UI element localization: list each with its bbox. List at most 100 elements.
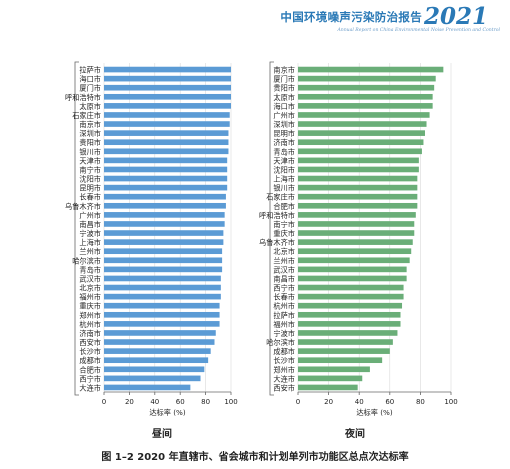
night-bar <box>298 321 401 327</box>
day-category-label: 北京市 <box>79 284 101 293</box>
night-category-label: 南昌市 <box>273 274 295 283</box>
night-bar <box>298 75 436 82</box>
report-header-year: 2021 <box>424 3 489 30</box>
day-category-label: 武汉市 <box>79 274 101 283</box>
night-category-bracket <box>269 61 274 396</box>
day-category-label: 青岛市 <box>79 265 101 274</box>
night-bar <box>298 375 363 382</box>
day-bar <box>104 148 229 155</box>
day-bar <box>104 275 221 282</box>
day-bar <box>104 330 216 336</box>
night-bar <box>298 166 419 173</box>
day-category-label: 郑州市 <box>79 311 101 320</box>
day-x-tick-label: 20 <box>125 398 134 406</box>
night-bar <box>298 221 415 227</box>
night-category-label: 银川市 <box>273 184 295 193</box>
day-bar <box>104 248 223 255</box>
night-category-label: 上海市 <box>273 175 295 184</box>
day-bar <box>104 321 220 327</box>
day-category-label: 南宁市 <box>79 165 101 174</box>
day-category-label: 沈阳市 <box>79 175 101 184</box>
night-bar <box>298 275 407 282</box>
night-bar <box>298 175 418 182</box>
day-x-tick-label: 80 <box>201 398 210 406</box>
day-bar <box>104 221 225 227</box>
day-bar <box>104 93 231 100</box>
day-category-label: 宁波市 <box>79 229 101 238</box>
night-category-label: 大连市 <box>273 374 295 383</box>
night-category-label: 杭州市 <box>273 302 295 311</box>
day-bar <box>104 266 223 273</box>
night-category-label: 哈尔滨市 <box>266 338 295 347</box>
night-category-label: 海口市 <box>273 102 295 111</box>
day-bar <box>104 202 226 209</box>
day-category-label: 西宁市 <box>79 374 101 383</box>
day-category-label: 天津市 <box>79 156 101 165</box>
day-bar <box>104 230 224 236</box>
day-category-label: 石家庄市 <box>72 111 101 120</box>
night-category-label: 西安市 <box>273 383 295 392</box>
day-bar <box>104 84 231 91</box>
day-category-label: 哈尔滨市 <box>72 256 101 265</box>
day-category-label: 合肥市 <box>79 365 101 374</box>
night-bar <box>298 66 444 73</box>
night-panel-title: 夜间 <box>345 429 365 440</box>
night-category-label: 青岛市 <box>273 147 295 156</box>
night-category-label: 天津市 <box>273 156 295 165</box>
night-bar <box>298 157 419 164</box>
night-category-label: 石家庄市 <box>266 193 295 202</box>
night-bar <box>298 357 383 364</box>
day-bar <box>104 311 220 318</box>
night-bar <box>298 184 418 191</box>
day-bar <box>104 293 221 300</box>
night-bar <box>298 230 415 236</box>
night-category-label: 北京市 <box>273 247 295 256</box>
day-bar <box>104 130 229 136</box>
day-bar <box>104 366 205 373</box>
night-category-label: 重庆市 <box>273 229 295 238</box>
night-bar <box>298 330 398 336</box>
night-bar <box>298 193 418 200</box>
report-header-title: 中国环境噪声污染防治报告 <box>280 10 422 24</box>
night-x-tick-label: 100 <box>444 398 457 406</box>
night-category-label: 拉萨市 <box>273 311 295 320</box>
night-category-label: 呼和浩特市 <box>259 211 295 220</box>
night-bar <box>298 339 393 345</box>
day-category-label: 海口市 <box>79 75 101 84</box>
day-bar <box>104 212 225 218</box>
day-category-label: 杭州市 <box>79 320 101 329</box>
day-bar <box>104 302 220 309</box>
night-x-tick-label: 80 <box>416 398 425 406</box>
day-category-label: 呼和浩特市 <box>65 93 101 102</box>
day-bar <box>104 66 231 73</box>
day-category-label: 重庆市 <box>79 302 101 311</box>
day-category-label: 太原市 <box>79 102 101 111</box>
night-category-label: 贵阳市 <box>273 84 295 93</box>
night-bar <box>298 239 413 245</box>
night-category-label: 乌鲁木齐市 <box>259 238 295 247</box>
night-category-label: 宁波市 <box>273 329 295 338</box>
night-category-label: 厦门市 <box>273 75 295 84</box>
night-bar <box>298 284 404 291</box>
figure-caption: 图 1–2 2020 年直辖市、省会城市和计划单列市功能区总点次达标率 <box>101 452 409 463</box>
night-x-tick-label: 40 <box>355 398 364 406</box>
day-category-label: 福州市 <box>79 293 101 302</box>
night-category-label: 深圳市 <box>273 120 295 129</box>
day-bar <box>104 239 224 245</box>
day-bar <box>104 375 201 382</box>
day-bar <box>104 75 231 82</box>
night-category-label: 济南市 <box>273 138 295 147</box>
day-bar <box>104 339 215 345</box>
night-bar <box>298 248 412 255</box>
day-category-label: 南京市 <box>79 120 101 129</box>
day-bar <box>104 166 228 173</box>
day-category-label: 银川市 <box>79 147 101 156</box>
night-bar <box>298 130 425 136</box>
night-bar <box>298 366 370 373</box>
day-x-tick-label: 40 <box>150 398 159 406</box>
night-bar <box>298 93 433 100</box>
night-category-label: 兰州市 <box>273 256 295 265</box>
night-bar <box>298 266 407 273</box>
night-bar <box>298 103 433 109</box>
